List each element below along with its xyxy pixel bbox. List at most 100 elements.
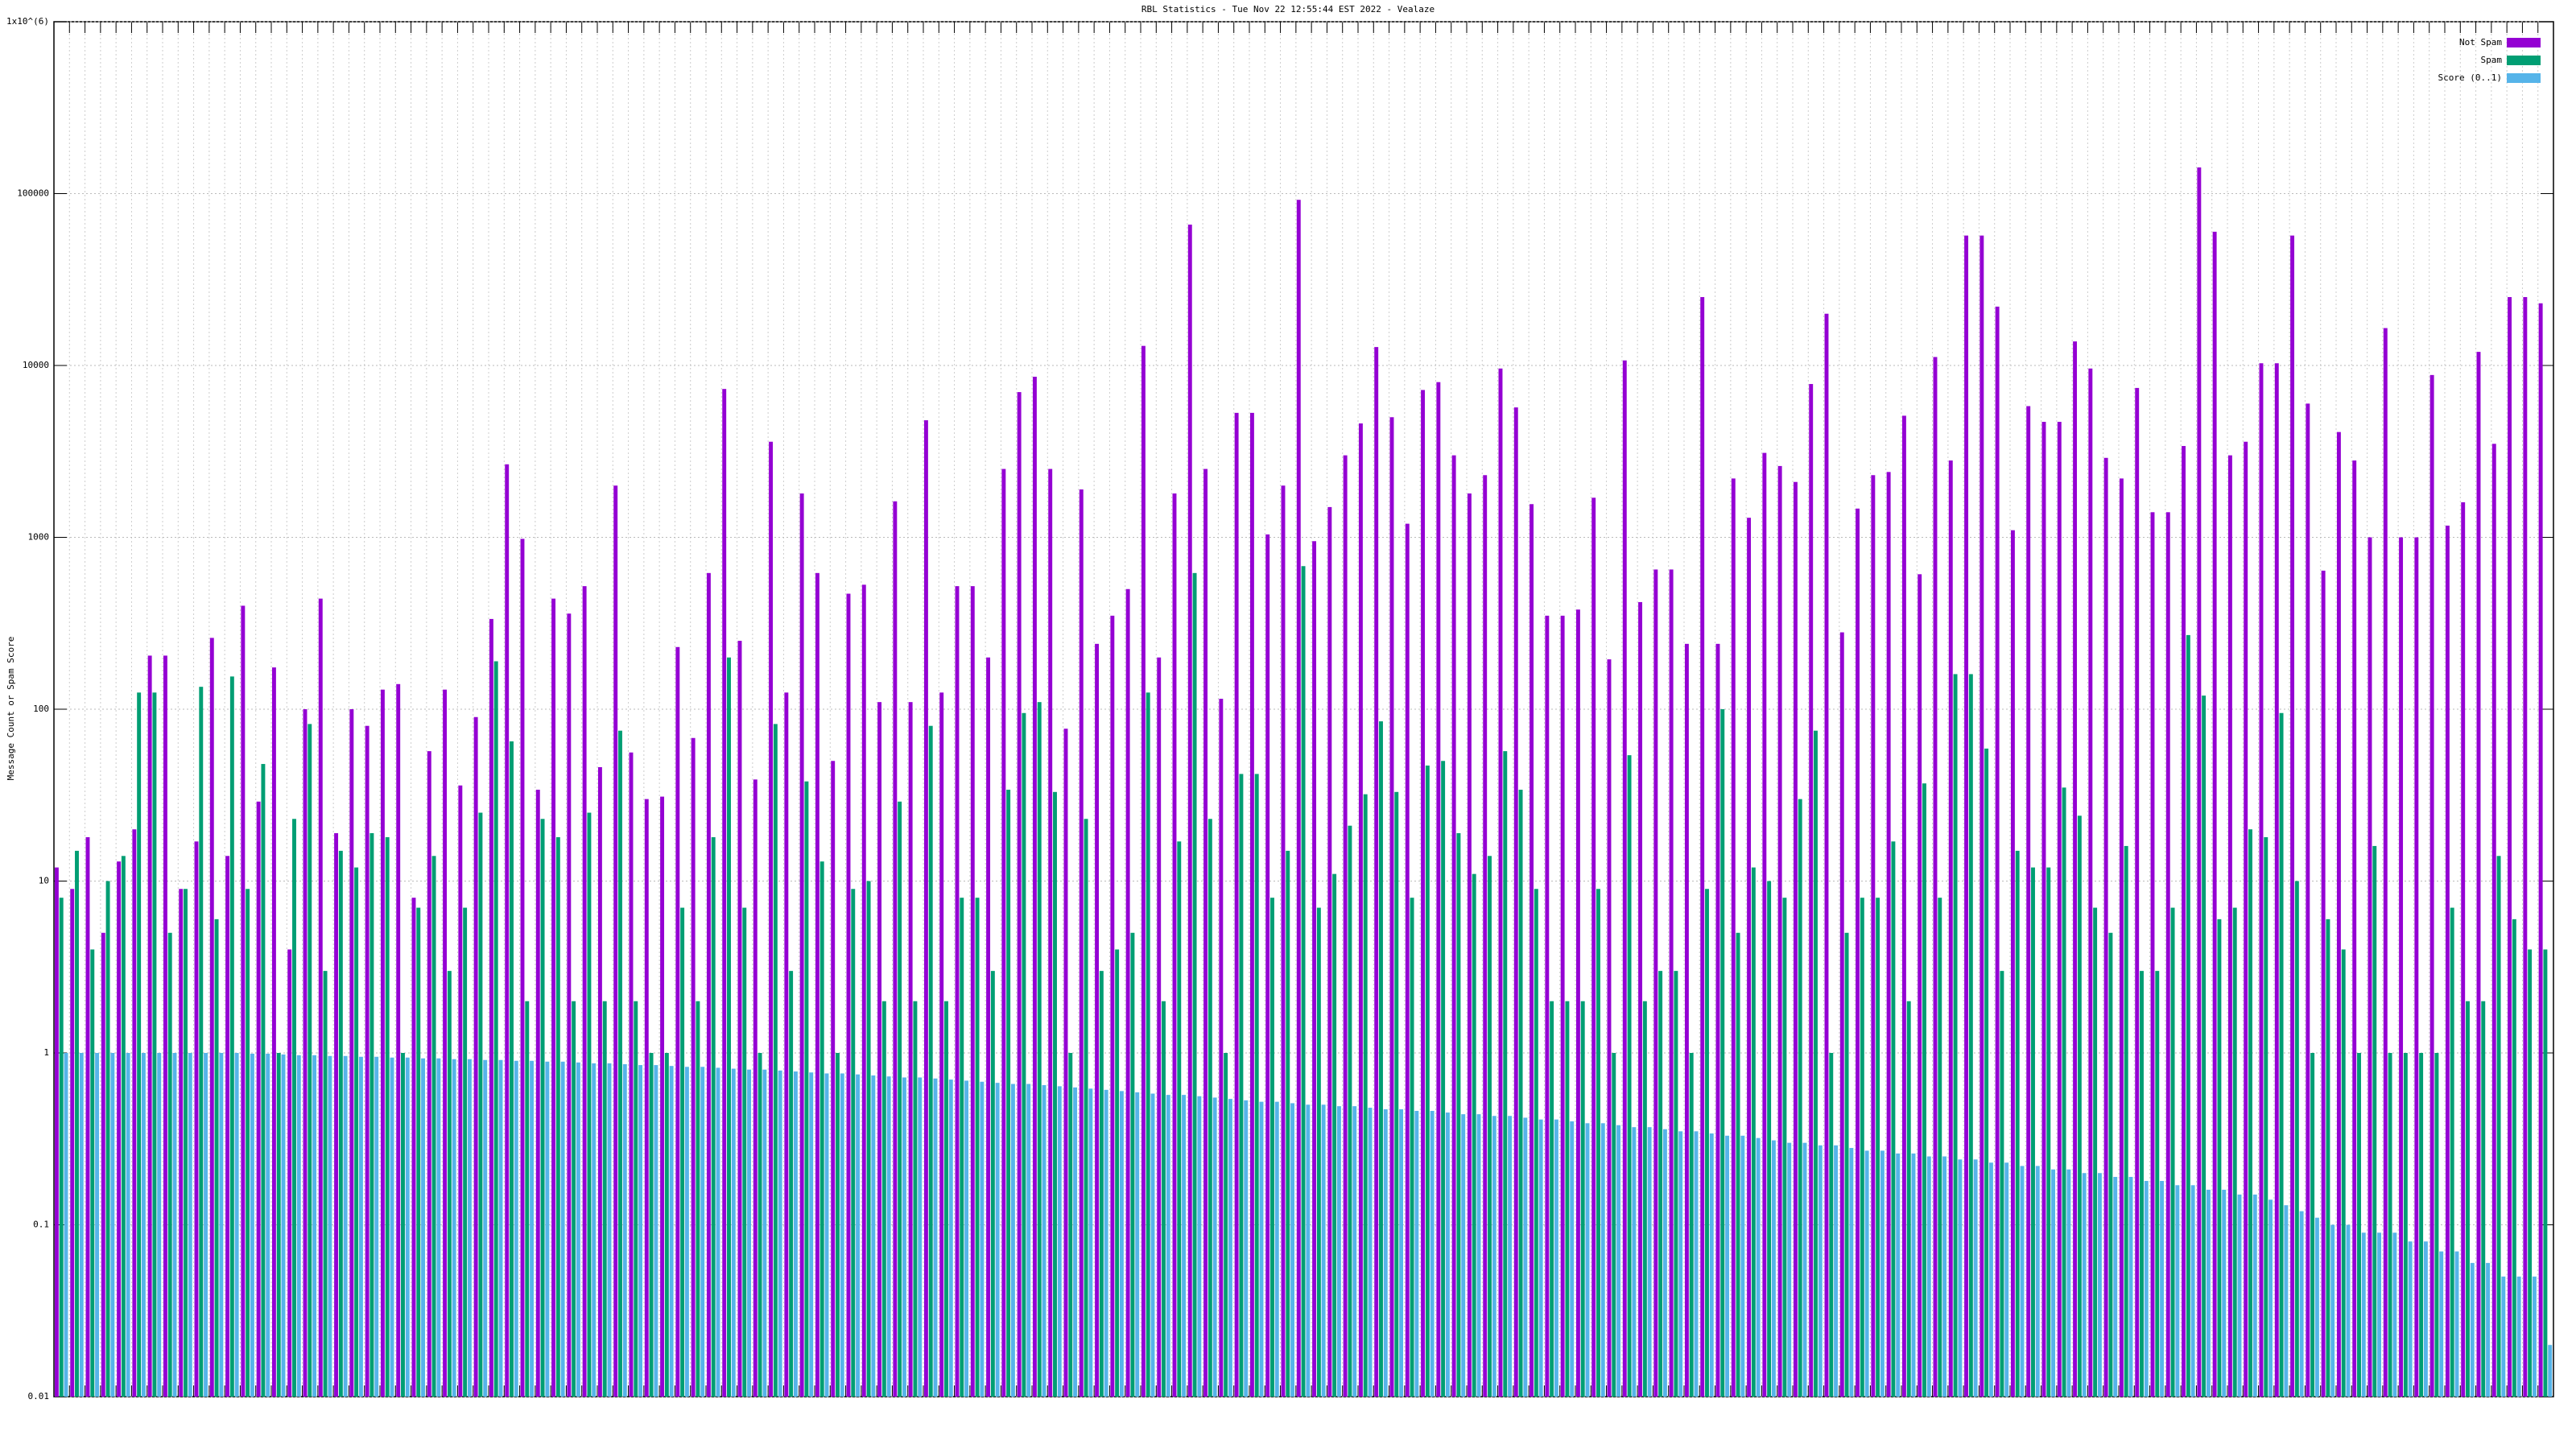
bar [1942, 1156, 1947, 1397]
bar [1814, 730, 1818, 1397]
bar [2388, 1053, 2392, 1397]
bar [385, 836, 390, 1397]
bar [1296, 200, 1301, 1397]
bar [2182, 446, 2186, 1397]
bar [1472, 873, 1476, 1397]
bar [1554, 1119, 1558, 1397]
bar [913, 1001, 918, 1397]
bar [1530, 504, 1534, 1397]
bar [2445, 525, 2450, 1397]
bar [1498, 368, 1503, 1397]
bar [1306, 1104, 1311, 1397]
bar [902, 1077, 906, 1397]
bar [908, 702, 913, 1397]
bar [784, 692, 789, 1397]
bar [1172, 493, 1177, 1397]
bar [836, 1053, 840, 1397]
bar [1476, 1114, 1481, 1397]
bar [1068, 1053, 1073, 1397]
bar [1182, 1095, 1187, 1397]
bar [121, 856, 126, 1397]
bar [2140, 971, 2144, 1397]
legend-swatch [2507, 56, 2541, 65]
bar [498, 1059, 503, 1397]
bar [928, 725, 933, 1397]
bar [312, 1055, 317, 1397]
bar [2248, 829, 2252, 1397]
bar [1492, 1116, 1496, 1397]
bar [2124, 845, 2128, 1397]
bar [463, 907, 468, 1397]
bar [1545, 615, 1550, 1397]
bar [2284, 1205, 2289, 1397]
bar [986, 657, 991, 1397]
bar [1254, 774, 1259, 1397]
bar [1607, 659, 1612, 1397]
bar [1973, 1159, 1978, 1397]
bar [2274, 363, 2279, 1397]
legend-swatch [2507, 38, 2541, 47]
bar [555, 836, 560, 1397]
bar [1767, 881, 1772, 1397]
bar [1565, 1001, 1570, 1397]
bar [1316, 907, 1321, 1397]
bar [2197, 167, 2202, 1397]
bar [731, 1068, 736, 1397]
bar [318, 598, 323, 1397]
bar [2470, 1262, 2475, 1397]
bar [1125, 588, 1130, 1397]
bar [990, 971, 995, 1397]
bar [1709, 1133, 1714, 1397]
bar [540, 819, 545, 1397]
bar [79, 1053, 84, 1397]
bar [1332, 873, 1337, 1397]
bar [2372, 845, 2377, 1397]
bar [2015, 850, 2020, 1397]
bar [1864, 1150, 1869, 1397]
bar [898, 801, 902, 1397]
bar [618, 730, 622, 1397]
bar [1436, 382, 1441, 1397]
bar [1162, 1001, 1166, 1397]
bar [2222, 1189, 2227, 1397]
bar [1580, 1001, 1585, 1397]
bar [2088, 368, 2093, 1397]
bar [2392, 1232, 2397, 1397]
bar [2279, 712, 2284, 1397]
bar [2543, 949, 2548, 1397]
bar [1290, 1103, 1295, 1397]
bar [246, 889, 250, 1397]
y-tick-label: 100000 [17, 188, 49, 199]
bar [1197, 1096, 1202, 1397]
bar [334, 832, 339, 1397]
bar [572, 1001, 576, 1397]
bar [1658, 971, 1663, 1397]
bar [1926, 1156, 1931, 1397]
bar [711, 836, 716, 1397]
bar [948, 1080, 953, 1397]
bar [1017, 392, 1022, 1397]
bar [1642, 1001, 1647, 1397]
bar [132, 829, 137, 1397]
bar [2321, 570, 2326, 1397]
bar [2403, 1053, 2408, 1397]
bar [824, 1073, 829, 1397]
bar [1115, 949, 1120, 1397]
bar [1286, 850, 1290, 1397]
bar [1560, 615, 1565, 1397]
bar [1678, 1131, 1683, 1397]
bar [1591, 497, 1596, 1397]
bar [1104, 1089, 1108, 1397]
bar [2057, 422, 2062, 1397]
bar [613, 485, 618, 1397]
bar [157, 1053, 162, 1397]
bar [204, 1053, 208, 1397]
bar [167, 932, 172, 1397]
bar [1063, 729, 1068, 1397]
bar [918, 1077, 923, 1397]
bar [126, 1053, 130, 1397]
bar [478, 812, 483, 1397]
bar [2227, 455, 2232, 1397]
bar [105, 881, 110, 1397]
bar [1523, 1117, 1528, 1397]
